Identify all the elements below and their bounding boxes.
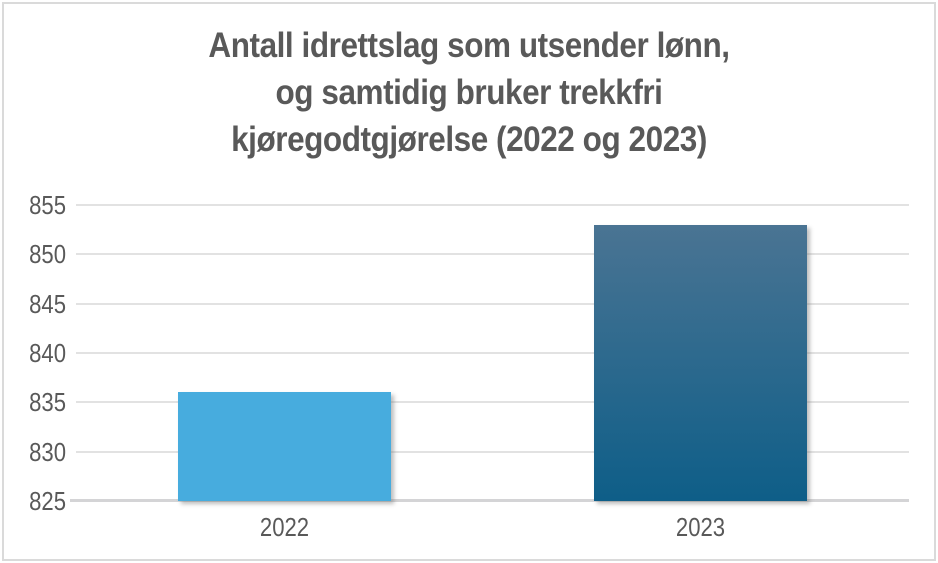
bar-2022 — [177, 392, 391, 501]
y-tick-label-850: 850 — [29, 239, 66, 270]
y-tick-label-845: 845 — [29, 288, 66, 319]
gridline-850 — [76, 253, 909, 256]
y-tick-label-825: 825 — [29, 486, 66, 516]
gridline-855 — [76, 204, 909, 206]
plot-area: 855 850 845 840 835 830 825 2022 2023 — [29, 192, 909, 540]
y-tick-label-840: 840 — [29, 338, 66, 368]
y-tick-label-830: 830 — [29, 436, 66, 467]
x-tick-label-2022: 2022 — [259, 512, 309, 542]
y-tick-label-835: 835 — [29, 387, 66, 418]
gridline-845 — [76, 302, 909, 305]
gridline-830 — [76, 450, 909, 453]
chart-title-line-2: og samtidig bruker trekkfri — [275, 73, 663, 112]
bar-2023 — [594, 224, 808, 501]
x-axis-line — [70, 499, 909, 502]
chart-title-line-1: Antall idrettslag som utsender lønn, — [208, 26, 730, 65]
chart-title: Antall idrettslag som utsender lønn, og … — [47, 22, 891, 163]
gridline-840 — [76, 352, 909, 354]
x-tick-label-2023: 2023 — [676, 512, 726, 542]
gridline-835 — [76, 401, 909, 404]
y-tick-label-855: 855 — [29, 190, 66, 220]
chart-title-line-3: kjøregodtgjørelse (2022 og 2023) — [231, 120, 707, 159]
